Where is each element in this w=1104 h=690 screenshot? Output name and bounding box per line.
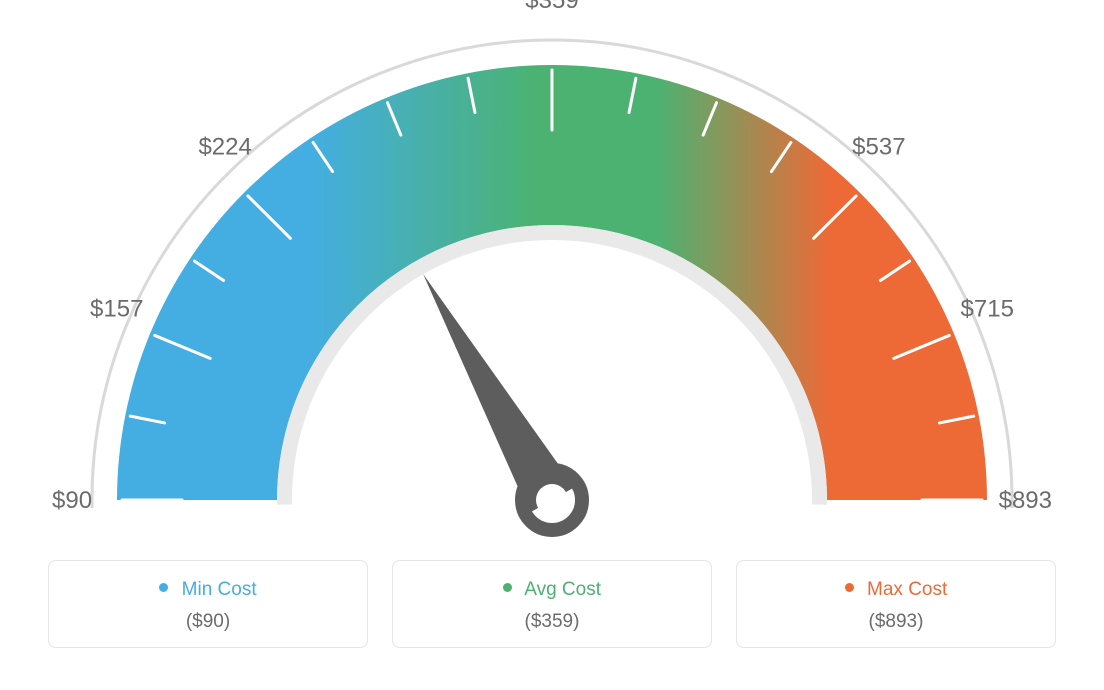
- gauge-chart: $90 $157 $224 $359 $537 $715 $893: [0, 0, 1104, 560]
- svg-text:$90: $90: [52, 487, 92, 514]
- legend-value-max: ($893): [749, 611, 1043, 633]
- dot-icon: [845, 583, 854, 592]
- legend-title-label: Max Cost: [867, 579, 947, 600]
- svg-text:$715: $715: [961, 296, 1014, 323]
- svg-text:$893: $893: [999, 487, 1052, 514]
- dot-icon: [159, 583, 168, 592]
- legend-title-max: Max Cost: [749, 579, 1043, 601]
- legend-card-avg: Avg Cost ($359): [392, 560, 712, 648]
- dot-icon: [503, 583, 512, 592]
- legend-title-label: Min Cost: [182, 579, 257, 600]
- legend-value-avg: ($359): [405, 611, 699, 633]
- legend-title-min: Min Cost: [61, 579, 355, 601]
- legend-row: Min Cost ($90) Avg Cost ($359) Max Cost …: [0, 560, 1104, 672]
- legend-card-max: Max Cost ($893): [736, 560, 1056, 648]
- legend-title-label: Avg Cost: [524, 579, 601, 600]
- legend-card-min: Min Cost ($90): [48, 560, 368, 648]
- svg-text:$157: $157: [90, 296, 143, 323]
- legend-value-min: ($90): [61, 611, 355, 633]
- svg-text:$359: $359: [525, 0, 578, 14]
- svg-text:$224: $224: [198, 133, 251, 160]
- svg-text:$537: $537: [852, 133, 905, 160]
- legend-title-avg: Avg Cost: [405, 579, 699, 601]
